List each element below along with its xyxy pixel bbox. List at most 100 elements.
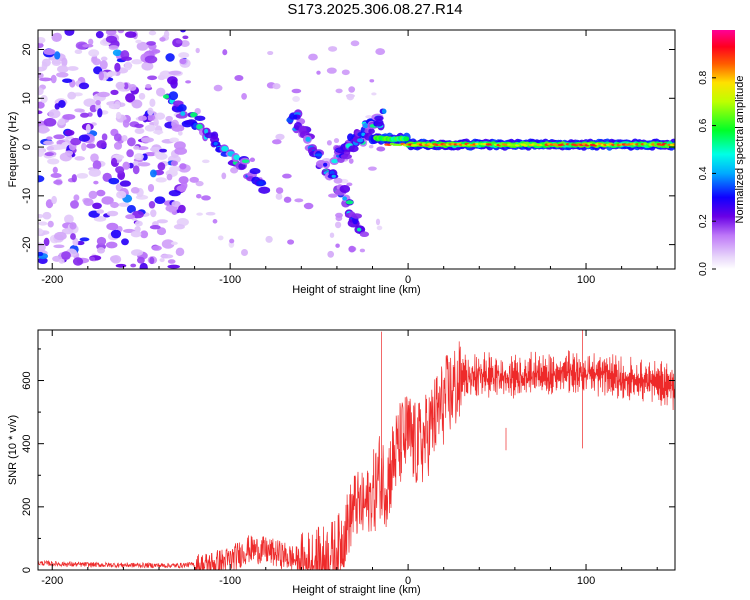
spectrogram-blob — [56, 72, 69, 78]
spectrogram-blob — [96, 140, 107, 149]
spectrogram-blob — [43, 117, 57, 127]
spectrogram-blob — [233, 154, 240, 161]
spectrogram-blob — [351, 213, 363, 219]
spectrogram-blob — [150, 209, 157, 218]
spectrogram-blob — [54, 51, 61, 60]
spectrogram-blob — [178, 204, 186, 214]
spectrogram-blob — [267, 50, 274, 56]
spectrogram-blob — [333, 177, 343, 184]
spectrogram-blob — [271, 139, 282, 145]
spectrogram-blob — [78, 82, 90, 90]
spectrogram-blob — [65, 136, 74, 140]
spectrogram-blob — [38, 257, 48, 264]
spectrogram-blob — [156, 219, 169, 224]
spectrogram-blob — [79, 237, 90, 242]
spectrogram-blob — [70, 200, 79, 209]
spectrogram-blob — [249, 168, 261, 175]
spectrogram-blob — [185, 80, 192, 84]
spectrogram-blob — [381, 108, 387, 114]
spectrogram-blob — [93, 180, 99, 185]
spectrogram-blob — [38, 175, 45, 183]
snr-y-tick-label: 0 — [21, 567, 33, 573]
spectrogram-blob — [83, 198, 94, 206]
spectrogram-blob — [171, 124, 185, 132]
spectrogram-blob — [42, 211, 52, 220]
spectrogram-blob — [116, 190, 127, 199]
spectrogram-blob — [162, 94, 170, 99]
spectrogram-blob — [376, 146, 386, 152]
spectrogram-blob — [105, 241, 118, 249]
spectrogram-blob — [120, 56, 133, 61]
spectrogram-blob — [149, 146, 162, 152]
spectrogram-blob — [112, 49, 122, 57]
spectrogram-blob — [151, 245, 162, 251]
spectrogram-blob — [115, 81, 125, 90]
spectrogram-blob — [64, 150, 73, 156]
spectrogram-blob — [275, 187, 284, 194]
colorbar-tick-label: 0.8 — [698, 70, 709, 84]
spectrogram-blob — [201, 195, 211, 201]
spectrogram-blob — [96, 247, 106, 254]
spectrogram-blob — [169, 137, 180, 143]
spectrogram-blob — [113, 141, 123, 150]
spectrogram-blob — [155, 112, 166, 120]
spectrogram-blob — [114, 62, 121, 72]
spectrogram-blob — [328, 193, 338, 198]
spectrogram-blob — [375, 48, 386, 56]
spectrogram-blob — [135, 39, 142, 44]
spectrogram-blob — [356, 227, 362, 232]
spectrogram-blob — [359, 248, 366, 253]
spectrogram-blob — [51, 195, 57, 205]
spectrogram-blob — [177, 130, 183, 136]
spectrogram-blob — [173, 224, 185, 230]
spectrogram-blob — [371, 92, 377, 96]
spectrogram-blob — [178, 52, 190, 59]
spectrogram-blob — [95, 99, 101, 106]
spectrogram-blob — [229, 238, 235, 244]
spectrogram-blob — [221, 172, 227, 180]
spectrogram-blob — [137, 162, 151, 167]
spectrogram-blob — [144, 151, 157, 157]
spectrogram-blob — [403, 136, 410, 142]
spectrogram-blob — [134, 153, 144, 161]
spectrogram-blob — [106, 71, 114, 78]
spectrogram-blob — [64, 129, 75, 136]
spectrogram-blob — [175, 39, 183, 44]
spectrogram-blob — [61, 251, 71, 260]
spectrogram-blob — [140, 230, 149, 239]
spectrogram-blob — [80, 112, 90, 118]
spectrogram-blob — [106, 222, 119, 231]
spectrogram-blob — [675, 144, 680, 146]
spectrogram-blob — [124, 61, 132, 71]
spectrogram-blob — [95, 31, 104, 39]
spectrogram-blob — [335, 88, 343, 94]
spectrogram-blob — [212, 219, 218, 224]
spectrogram-blob — [168, 70, 182, 75]
snr-series-line — [38, 330, 675, 570]
spectrogram-blob — [357, 138, 364, 143]
spectrogram-blob — [92, 202, 102, 210]
spectrogram-blob — [50, 74, 57, 84]
spectrogram-blob — [61, 228, 74, 235]
spectrogram-blob — [88, 49, 100, 57]
spectrogram-blob — [82, 43, 94, 48]
spectrogram-blob — [305, 136, 311, 142]
spectrogram-blob — [153, 130, 164, 135]
spectrogram-blob — [195, 47, 200, 54]
spectrogram-blob — [41, 58, 51, 67]
spectrogram-blob — [275, 193, 283, 200]
spectrogram-blob — [147, 107, 154, 116]
spectrogram-blob — [179, 58, 187, 65]
snr-x-tick-label: -100 — [219, 575, 241, 587]
spectrogram-blob — [146, 41, 156, 46]
spectrogram-blob — [201, 159, 210, 164]
snr-y-label: SNR (10 * v/v) — [7, 415, 19, 485]
spectrogram-blob — [149, 225, 161, 230]
spectrogram-blob — [167, 76, 178, 85]
spectrogram-blob — [156, 227, 167, 236]
spectrogram-blob — [348, 158, 354, 164]
spectrogram-y-label: Frequency (Hz) — [7, 112, 19, 188]
spectrogram-blob — [368, 128, 375, 134]
spectrogram-blob — [282, 173, 292, 179]
